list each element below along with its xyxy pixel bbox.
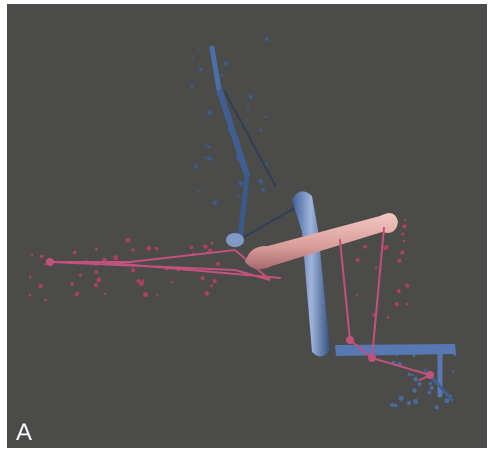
marker-dot xyxy=(29,276,32,279)
marker-dot xyxy=(390,403,394,407)
marker-dot xyxy=(402,224,406,228)
marker-dot xyxy=(397,259,401,263)
marker-dot xyxy=(190,246,194,250)
marker-dot xyxy=(258,179,263,184)
marker-dot xyxy=(260,129,263,132)
marker-dot xyxy=(205,157,208,160)
marker-dot xyxy=(375,266,378,269)
pink-marker xyxy=(426,371,434,379)
marker-dot xyxy=(207,146,210,149)
marker-dot xyxy=(356,258,360,262)
marker-dot xyxy=(404,219,406,221)
marker-dot xyxy=(201,276,205,280)
marker-dot xyxy=(418,382,422,386)
marker-dot xyxy=(405,284,409,288)
pink-marker xyxy=(46,258,54,266)
marker-dot xyxy=(131,248,134,251)
marker-dot xyxy=(113,255,118,260)
marker-dot xyxy=(261,188,265,192)
marker-dot xyxy=(412,388,416,392)
marker-dot xyxy=(428,391,432,395)
marker-dot xyxy=(429,382,432,385)
panel-label: A xyxy=(16,419,32,446)
marker-dot xyxy=(237,195,240,198)
marker-dot xyxy=(430,386,434,390)
marker-dot xyxy=(412,374,414,376)
marker-dot xyxy=(79,274,82,277)
marker-dot xyxy=(238,181,243,186)
marker-dot xyxy=(213,279,217,283)
marker-dot xyxy=(399,396,404,401)
marker-dot xyxy=(31,254,33,256)
marker-dot xyxy=(408,373,411,376)
pink-marker xyxy=(368,354,376,362)
marker-dot xyxy=(203,245,207,249)
marker-dot xyxy=(126,238,131,243)
pink-marker xyxy=(346,336,354,344)
marker-dot xyxy=(407,401,411,405)
marker-dot xyxy=(199,67,203,71)
marker-dot xyxy=(210,284,213,287)
marker-dot xyxy=(156,294,158,296)
marker-dot xyxy=(198,190,200,192)
marker-dot xyxy=(403,240,406,243)
marker-dot xyxy=(73,251,77,255)
marker-dot xyxy=(413,377,418,382)
page: {"panel": {"label": "A"}} html, body { m… xyxy=(0,0,494,452)
marker-dot xyxy=(192,57,194,59)
marker-dot xyxy=(395,302,399,306)
marker-dot xyxy=(249,95,253,99)
marker-dot xyxy=(265,37,269,41)
marker-dot xyxy=(190,84,194,88)
marker-dot xyxy=(264,116,267,119)
marker-dot xyxy=(76,292,79,295)
marker-dot xyxy=(246,119,248,121)
marker-dot xyxy=(216,262,220,266)
marker-dot xyxy=(146,246,151,251)
marker-dot xyxy=(38,284,42,288)
marker-dot xyxy=(386,316,389,319)
marker-dot xyxy=(444,398,449,403)
marker-dot xyxy=(142,279,145,282)
marker-dot xyxy=(208,156,213,161)
marker-dot xyxy=(29,294,32,297)
marker-dot xyxy=(356,294,358,296)
body: A (() => { const data = JSON.parse(docum… xyxy=(0,0,494,452)
marker-dot xyxy=(205,144,207,146)
marker-dot xyxy=(94,283,98,287)
marker-dot xyxy=(247,106,250,109)
marker-dot xyxy=(401,232,404,235)
marker-dot xyxy=(207,110,212,115)
marker-dot xyxy=(435,405,439,409)
marker-dot xyxy=(363,245,367,249)
marker-dot xyxy=(70,282,74,286)
marker-dot xyxy=(220,73,223,76)
marker-dot xyxy=(95,270,99,274)
marker-dot xyxy=(205,291,210,296)
marker-dot xyxy=(155,247,158,250)
blue-joint xyxy=(226,233,244,247)
marker-dot xyxy=(212,200,217,205)
marker-dot xyxy=(95,248,98,251)
marker-dot xyxy=(40,255,44,259)
marker-dot xyxy=(194,164,198,168)
marker-dot xyxy=(210,242,213,245)
marker-dot xyxy=(400,251,404,255)
marker-dot xyxy=(414,401,418,405)
marker-dot xyxy=(131,268,135,272)
marker-dot xyxy=(397,289,401,293)
marker-dot xyxy=(224,61,228,65)
marker-dot xyxy=(198,48,200,50)
marker-dot xyxy=(96,278,101,283)
marker-dot xyxy=(143,292,148,297)
render: A xyxy=(0,0,494,452)
marker-dot xyxy=(406,303,409,306)
marker-dot xyxy=(171,281,173,283)
marker-dot xyxy=(394,404,398,408)
marker-dot xyxy=(44,299,47,302)
marker-dot xyxy=(104,293,106,295)
marker-dot xyxy=(452,370,454,372)
marker-dot xyxy=(385,245,389,249)
